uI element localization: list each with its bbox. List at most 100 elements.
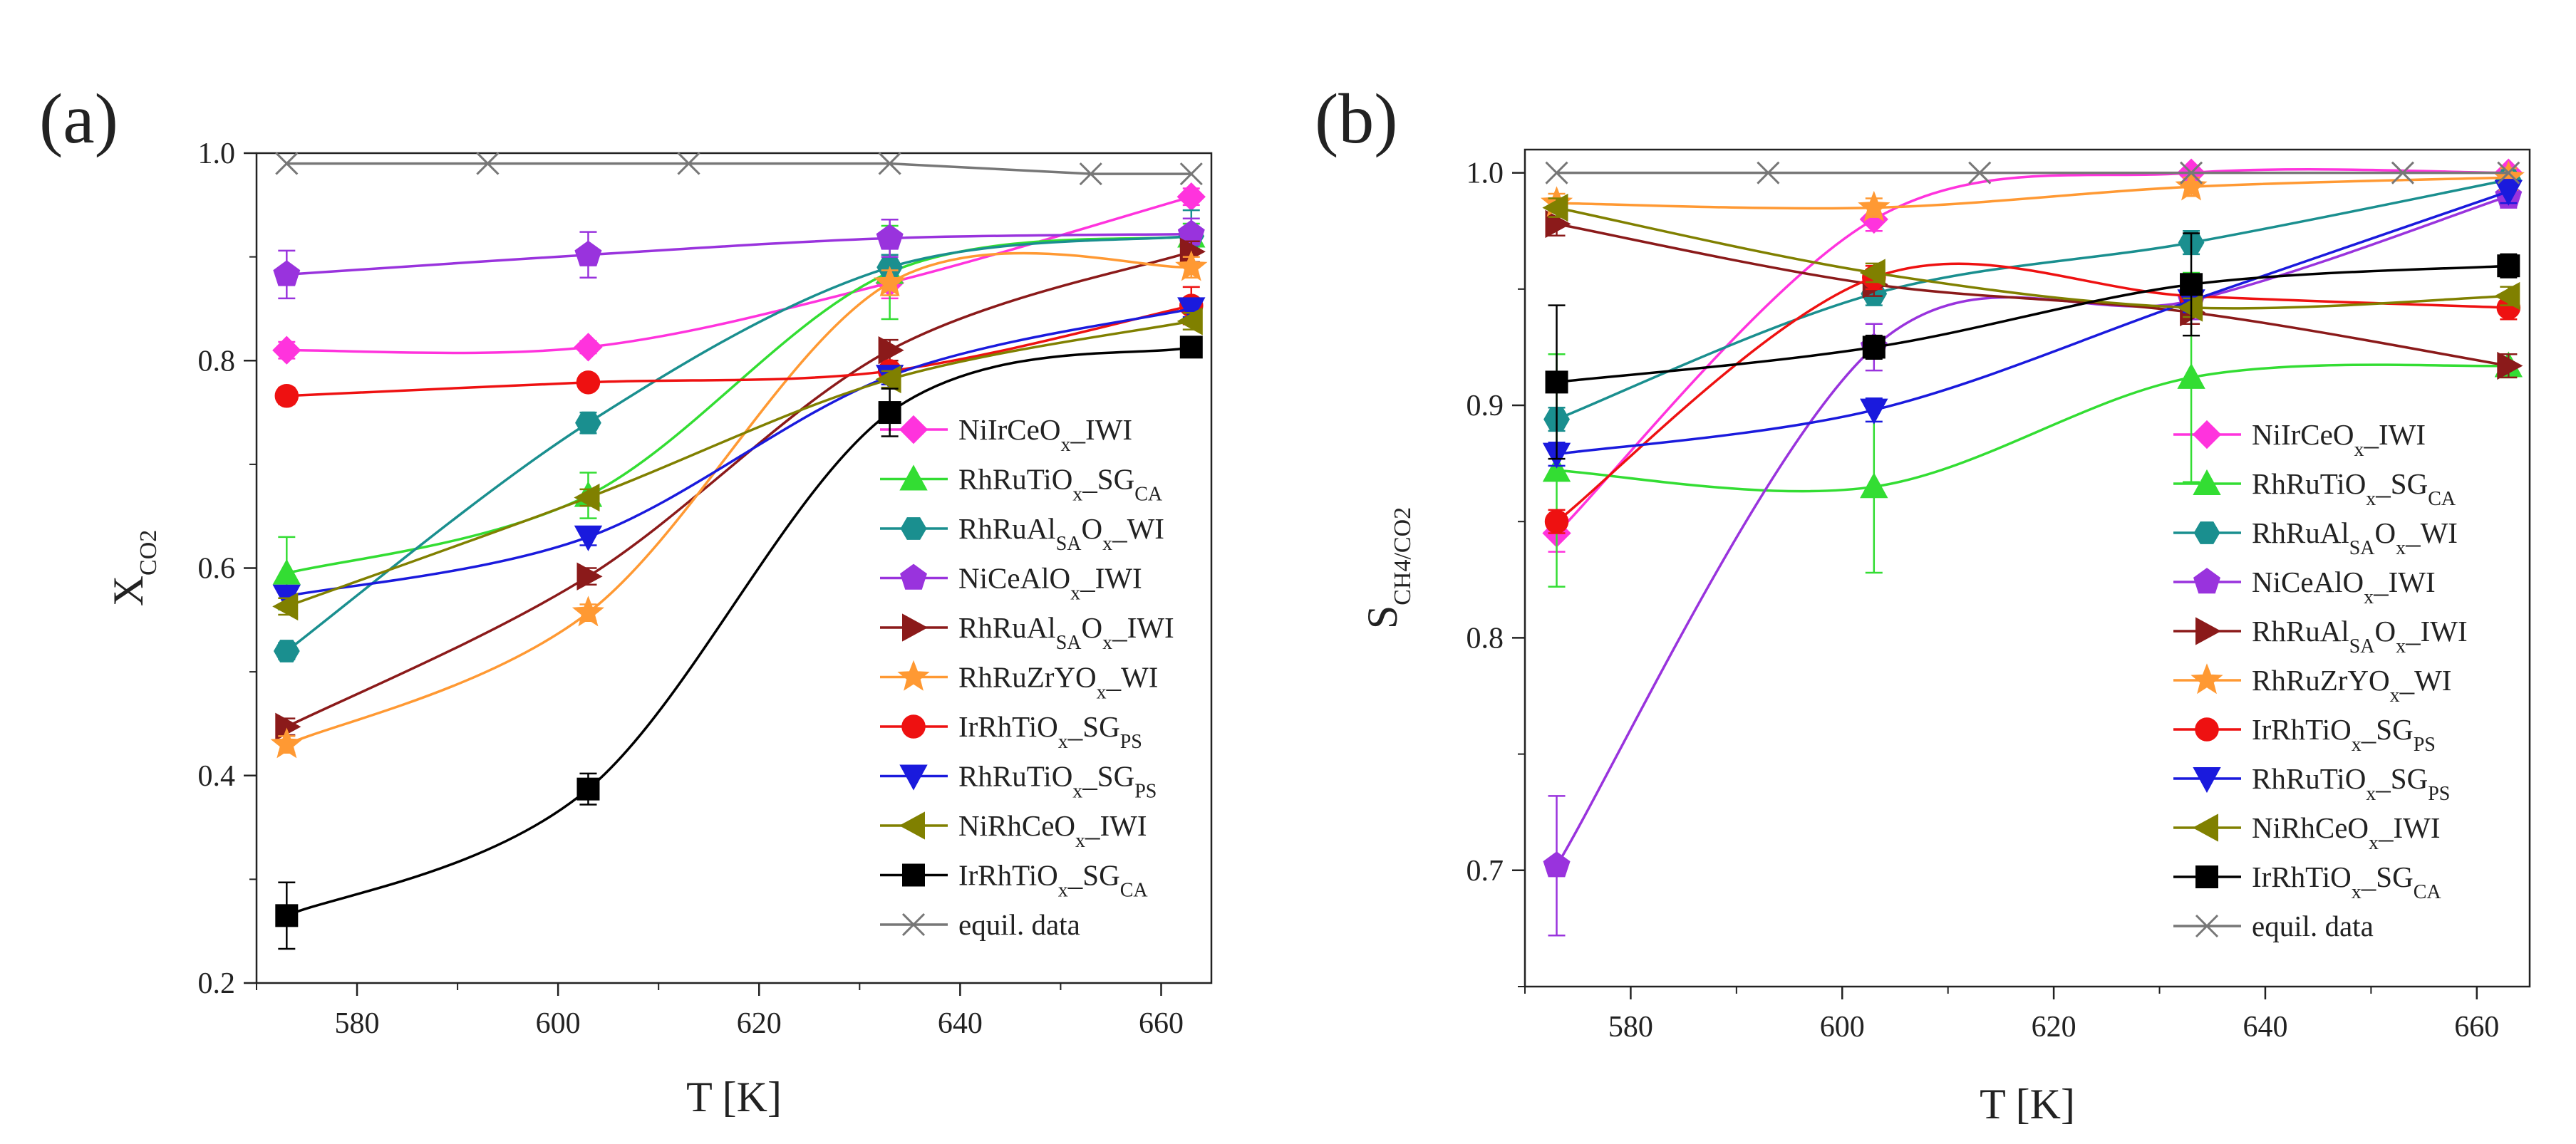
text-part: O <box>1082 611 1103 644</box>
legend-marker <box>2192 420 2222 449</box>
subscript: x <box>2352 734 2362 756</box>
subscript: CA <box>2414 881 2442 903</box>
data-point <box>571 596 605 627</box>
data-point <box>878 336 904 365</box>
subscript: x <box>2396 635 2406 657</box>
legend-label: RhRuAlSAOx_IWI <box>958 611 1174 654</box>
y-tick-label: 0.9 <box>1467 390 1504 422</box>
text-part: _SG <box>1067 710 1120 743</box>
data-point <box>2391 161 2414 184</box>
text-part: _IWI <box>2363 418 2426 451</box>
text-part: O <box>2375 516 2396 549</box>
text-part: RhRuZrYO <box>2252 664 2390 697</box>
legend-marker <box>900 563 927 590</box>
legend-label: RhRuTiOx_SGPS <box>958 760 1157 803</box>
legend-label: IrRhTiOx_SGPS <box>2252 713 2436 756</box>
data-point <box>878 401 901 425</box>
data-point <box>476 152 500 175</box>
data-point <box>878 152 901 175</box>
data-point <box>272 558 301 585</box>
legend-marker <box>2195 717 2219 742</box>
legend-entry: RhRuAlSAOx_WI <box>2173 516 2458 559</box>
legend-label: RhRuTiOx_SGCA <box>958 463 1163 506</box>
text-part: NiCeAlO <box>958 562 1070 595</box>
legend-marker <box>899 464 928 491</box>
series-IrRhTiOx_SGCA <box>275 336 1203 950</box>
y-tick-label: 0.6 <box>198 553 236 586</box>
y-tick-label: 0.4 <box>198 760 236 793</box>
legend-marker <box>899 764 928 791</box>
data-point <box>1545 370 1568 394</box>
x-tick-label: 580 <box>1608 1011 1653 1044</box>
legend-marker <box>2192 813 2218 842</box>
data-point <box>272 336 301 365</box>
text-part: _SG <box>1082 463 1134 496</box>
text-part: RhRuAl <box>958 512 1056 545</box>
legend-entry: RhRuAlSAOx_IWI <box>880 611 1174 654</box>
text-part: _SG <box>1067 859 1120 892</box>
data-point <box>1757 161 1780 184</box>
legend-label: RhRuAlSAOx_IWI <box>2252 615 2468 657</box>
legend-entry: IrRhTiOx_SGPS <box>880 710 1142 753</box>
x-tick-label: 640 <box>2243 1011 2287 1044</box>
text-part: O <box>2375 615 2396 648</box>
panel-label: (a) <box>39 79 118 158</box>
legend-entry: RhRuAlSAOx_IWI <box>2173 615 2468 657</box>
y-tick-label: 0.8 <box>1467 622 1504 655</box>
subscript: CA <box>2428 488 2456 510</box>
data-point <box>1859 259 1886 287</box>
y-axis-title: SCH4/CO2 <box>1359 507 1416 629</box>
data-point <box>2180 273 2203 296</box>
data-point <box>575 411 601 435</box>
legend-marker <box>899 811 925 840</box>
data-point <box>1545 161 1568 184</box>
x-tick-label: 660 <box>2454 1011 2499 1044</box>
data-point <box>574 483 600 512</box>
data-point <box>1176 307 1203 336</box>
legend-label: IrRhTiOx_SGCA <box>958 859 1148 902</box>
series-line <box>1556 176 2509 210</box>
legend-entry: NiCeAlOx_IWI <box>2173 566 2436 608</box>
text-part: RhRuTiO <box>958 760 1072 793</box>
subscript: x <box>1072 780 1082 802</box>
data-point <box>2175 170 2208 201</box>
series-line <box>286 304 1192 397</box>
data-point <box>1179 162 1203 186</box>
data-point <box>574 240 602 266</box>
series-line <box>1556 178 2509 421</box>
legend-marker <box>2193 469 2221 495</box>
subscript: x <box>1072 483 1082 505</box>
data-point <box>1542 456 1571 482</box>
legend-marker <box>2193 568 2220 594</box>
data-point <box>1858 190 1890 222</box>
text-part: _SG <box>2375 762 2428 795</box>
data-point <box>876 224 904 250</box>
subscript: PS <box>1120 731 1142 753</box>
text-part: _WI <box>1106 661 1159 694</box>
text-part: equil. data <box>2252 910 2374 942</box>
subscript: CA <box>1120 879 1149 901</box>
legend-label: RhRuAlSAOx_WI <box>2252 516 2458 559</box>
legend-entry: RhRuAlSAOx_WI <box>880 512 1164 555</box>
data-point <box>2177 293 2203 322</box>
legend-entry: NiIrCeOx_IWI <box>880 413 1132 456</box>
data-point <box>1544 509 1569 534</box>
text-part: RhRuAl <box>2252 516 2349 549</box>
text-part: _IWI <box>2373 566 2436 598</box>
legend-entry: RhRuZrYOx_WI <box>2173 663 2451 707</box>
series-NiRhCeOx_IWI <box>272 307 1203 621</box>
data-point <box>275 904 299 927</box>
y-axis-title-sub: CO2 <box>135 530 162 576</box>
data-point <box>875 365 901 394</box>
data-point <box>1177 297 1206 323</box>
text-part: O <box>1082 512 1103 545</box>
text-part: IrRhTiO <box>958 859 1058 892</box>
subscript: PS <box>2414 734 2436 756</box>
series-line <box>1556 363 2509 493</box>
subscript: PS <box>1134 780 1157 802</box>
x-tick-label: 620 <box>2032 1011 2076 1044</box>
data-point <box>2494 180 2523 206</box>
legend-label: equil. data <box>2252 910 2374 942</box>
subscript: x <box>1070 582 1080 604</box>
